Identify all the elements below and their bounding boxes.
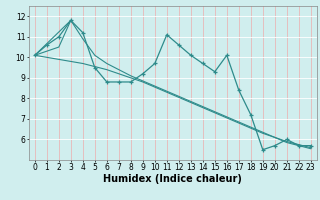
X-axis label: Humidex (Indice chaleur): Humidex (Indice chaleur) xyxy=(103,174,242,184)
